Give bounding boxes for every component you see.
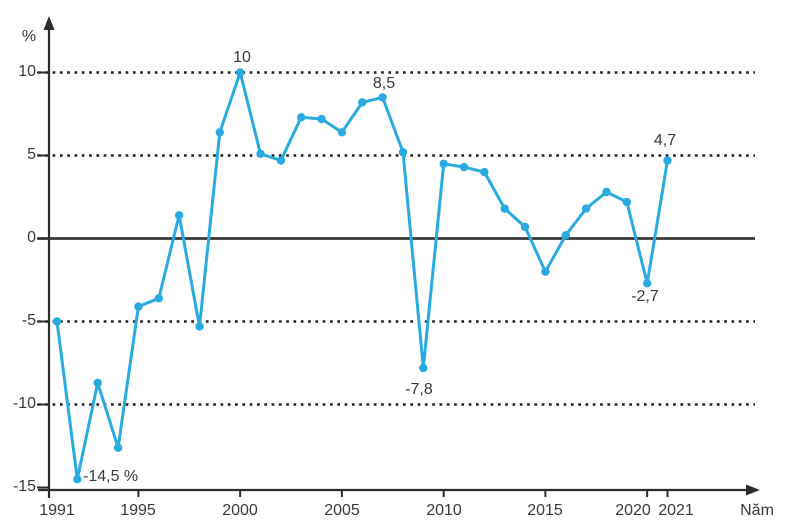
x-tick-label-2010: 2010 [426, 502, 462, 519]
data-label-1992: -14,5 % [83, 468, 139, 485]
data-label-2009: -7,8 [405, 381, 433, 398]
y-tick-label-10: 10 [18, 63, 36, 80]
x-tick-label-2015: 2015 [527, 502, 563, 519]
x-axis-title: Năm [740, 502, 774, 519]
data-label-2000: 10 [233, 49, 251, 66]
x-tick-label-2020: 2020 [615, 502, 651, 519]
y-tick-label-5: 5 [27, 146, 36, 163]
data-label-2021: 4,7 [653, 132, 677, 149]
x-tick-label-1991: 1991 [39, 502, 75, 519]
data-label-2020: -2,7 [631, 288, 659, 305]
y-tick-label-0: 0 [27, 229, 36, 246]
x-tick-label-2005: 2005 [324, 502, 360, 519]
x-tick-label-1995: 1995 [120, 502, 156, 519]
y-tick-label-neg15: -15 [12, 478, 36, 495]
x-tick-label-2021: 2021 [658, 502, 694, 519]
x-tick-label-2000: 2000 [222, 502, 258, 519]
y-tick-label-neg10: -10 [12, 395, 36, 412]
y-tick-label-neg5: -5 [21, 312, 36, 329]
y-axis-unit-label: % [21, 28, 37, 45]
data-label-2007: 8,5 [372, 75, 396, 92]
